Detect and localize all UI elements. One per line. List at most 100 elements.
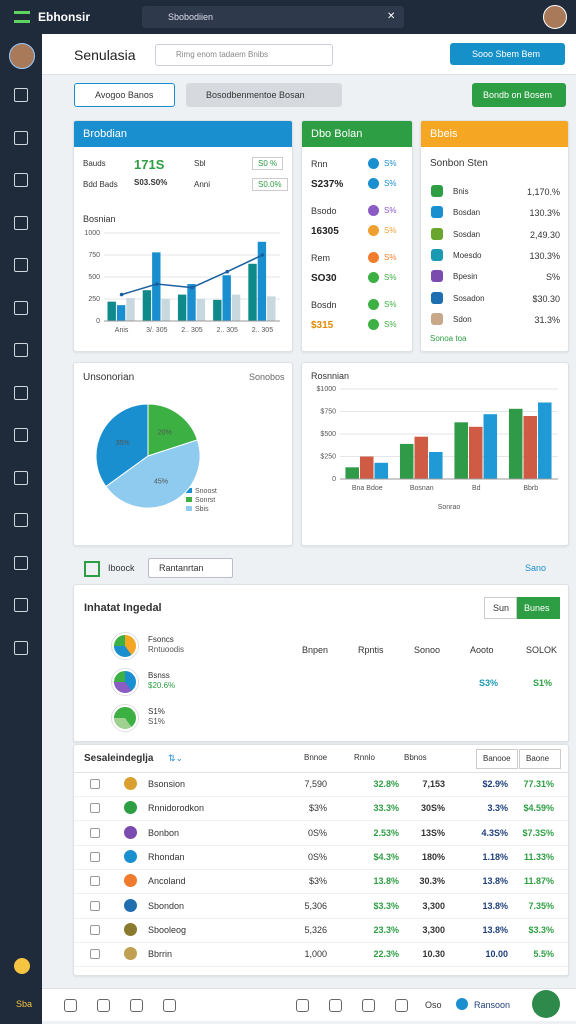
item-value: S% xyxy=(545,272,560,283)
action-button-text: Bondb on Bosem xyxy=(483,90,553,100)
avatar[interactable] xyxy=(543,5,567,29)
action-button[interactable]: Bondb on Bosem xyxy=(472,83,566,107)
nav-icon[interactable] xyxy=(14,130,28,145)
item-value: 130.3% xyxy=(529,208,560,219)
x-tick-label: Bna Bdoe xyxy=(352,485,383,492)
item-label: Sosdan xyxy=(453,229,481,239)
table-button[interactable]: Banooe xyxy=(476,749,518,769)
cell: 0S% xyxy=(307,851,327,862)
checkbox[interactable] xyxy=(90,803,100,814)
nav-icon[interactable] xyxy=(14,258,28,272)
bottom-icon[interactable] xyxy=(163,999,176,1012)
item-label: Bosdn xyxy=(311,300,337,310)
column-header: Bnnoe xyxy=(304,753,328,762)
header-button[interactable]: Sooo Sbem Bem xyxy=(450,43,565,65)
report-button[interactable]: Sun xyxy=(484,597,517,619)
y-tick-label: $250 xyxy=(320,453,336,460)
bottom-icon[interactable] xyxy=(329,999,342,1012)
checkbox[interactable] xyxy=(90,851,100,862)
nav-icon[interactable] xyxy=(14,343,28,357)
row-rule xyxy=(74,941,568,943)
pie-slice xyxy=(147,403,199,457)
checkbox[interactable] xyxy=(90,876,100,887)
cell: 32.8% xyxy=(373,779,399,789)
cell: 33.3% xyxy=(373,803,399,814)
item-label: Sdon xyxy=(453,314,472,324)
card-link[interactable]: Sonoa toa xyxy=(430,334,467,343)
pie-slice xyxy=(105,439,201,509)
filter-select[interactable]: Rantanrtan xyxy=(148,558,233,578)
top-search-text: Sbobodiien xyxy=(168,12,214,22)
menu-icon[interactable] xyxy=(14,11,30,23)
bottom-icon[interactable] xyxy=(97,999,110,1012)
bar xyxy=(257,241,267,321)
report-button[interactable]: Bunes xyxy=(517,597,560,619)
row-sub: $20.6% xyxy=(148,681,176,690)
card: Rosnnian 0 $250 $500 $750 $1000 Bna Bdoe Bosna… xyxy=(301,362,569,546)
nav-icon[interactable] xyxy=(14,598,28,612)
avatar[interactable] xyxy=(9,43,35,69)
bar xyxy=(374,462,389,479)
bar xyxy=(399,443,414,479)
row-avatar xyxy=(124,898,137,912)
x-tick-label: Bosnan xyxy=(410,485,434,492)
nav-icon[interactable] xyxy=(14,385,28,400)
table-button[interactable]: Baone xyxy=(519,749,561,769)
tab-text: Bosodbenmentoe Bosan xyxy=(206,90,305,100)
cell: 5.5% xyxy=(533,949,554,960)
nav-icon[interactable] xyxy=(14,470,28,485)
y-tick-label: 0 xyxy=(332,476,336,483)
bar xyxy=(523,416,538,479)
cell: 0S% xyxy=(307,827,327,838)
tab[interactable]: Avogoo Banos xyxy=(74,83,175,107)
checkbox[interactable] xyxy=(90,949,100,960)
item-icon xyxy=(431,291,443,304)
kpi-label: Bauds xyxy=(83,159,106,168)
y-tick-label: 750 xyxy=(88,252,100,259)
avatar[interactable] xyxy=(532,990,560,1018)
cell: 7,153 xyxy=(422,779,445,789)
status-icon xyxy=(14,958,30,974)
report-figure: S3% xyxy=(479,678,499,688)
nav-icon[interactable] xyxy=(14,555,28,570)
cell: 13.8% xyxy=(482,876,508,887)
checkbox[interactable] xyxy=(90,900,100,911)
cell: 1.18% xyxy=(482,851,508,862)
kpi-value: S03.S0% xyxy=(134,178,168,187)
x-tick-label: Bbrb xyxy=(523,485,538,492)
nav-icon[interactable] xyxy=(14,173,28,187)
row-avatar xyxy=(124,874,137,888)
checkbox[interactable] xyxy=(90,779,100,789)
checkbox[interactable] xyxy=(90,924,100,935)
nav-icon[interactable] xyxy=(14,88,28,102)
nav-icon[interactable] xyxy=(14,215,28,230)
bottom-icon[interactable] xyxy=(130,999,143,1012)
nav-icon[interactable] xyxy=(14,428,28,442)
row-rule xyxy=(74,868,568,870)
bottom-icon[interactable] xyxy=(395,999,408,1012)
bar xyxy=(187,284,196,321)
bottom-icon[interactable] xyxy=(362,999,375,1012)
cell: 7.35% xyxy=(528,900,554,911)
top-search[interactable]: Sbobodiien ✕ xyxy=(142,6,404,28)
bar xyxy=(483,414,498,479)
sort-icon[interactable]: ⇅⌄ xyxy=(168,753,184,763)
bottom-icon[interactable] xyxy=(64,999,77,1012)
bottom-item[interactable]: Oso xyxy=(425,1000,442,1010)
badge-text: S% xyxy=(384,253,397,262)
bottom-item[interactable]: Ransoon xyxy=(474,1000,511,1010)
filter-link[interactable]: Sano xyxy=(525,563,547,573)
close-icon[interactable]: ✕ xyxy=(387,11,396,22)
nav-icon[interactable] xyxy=(14,300,28,315)
cell: $3.3% xyxy=(373,900,399,911)
search-input[interactable]: Rimg enom tadaem Bnibs xyxy=(155,44,333,66)
tab[interactable]: Bosodbenmentoe Bosan xyxy=(186,83,342,107)
cell-name: Rnnidorodkon xyxy=(148,803,205,814)
search-text: Rimg enom tadaem Bnibs xyxy=(176,50,269,59)
nav-icon[interactable] xyxy=(14,640,28,655)
bottom-icon[interactable] xyxy=(296,999,309,1012)
card-action[interactable]: Sonobos xyxy=(249,372,285,382)
nav-icon[interactable] xyxy=(14,513,28,527)
column-header: Sonoo xyxy=(414,645,441,655)
checkbox[interactable] xyxy=(90,827,100,838)
